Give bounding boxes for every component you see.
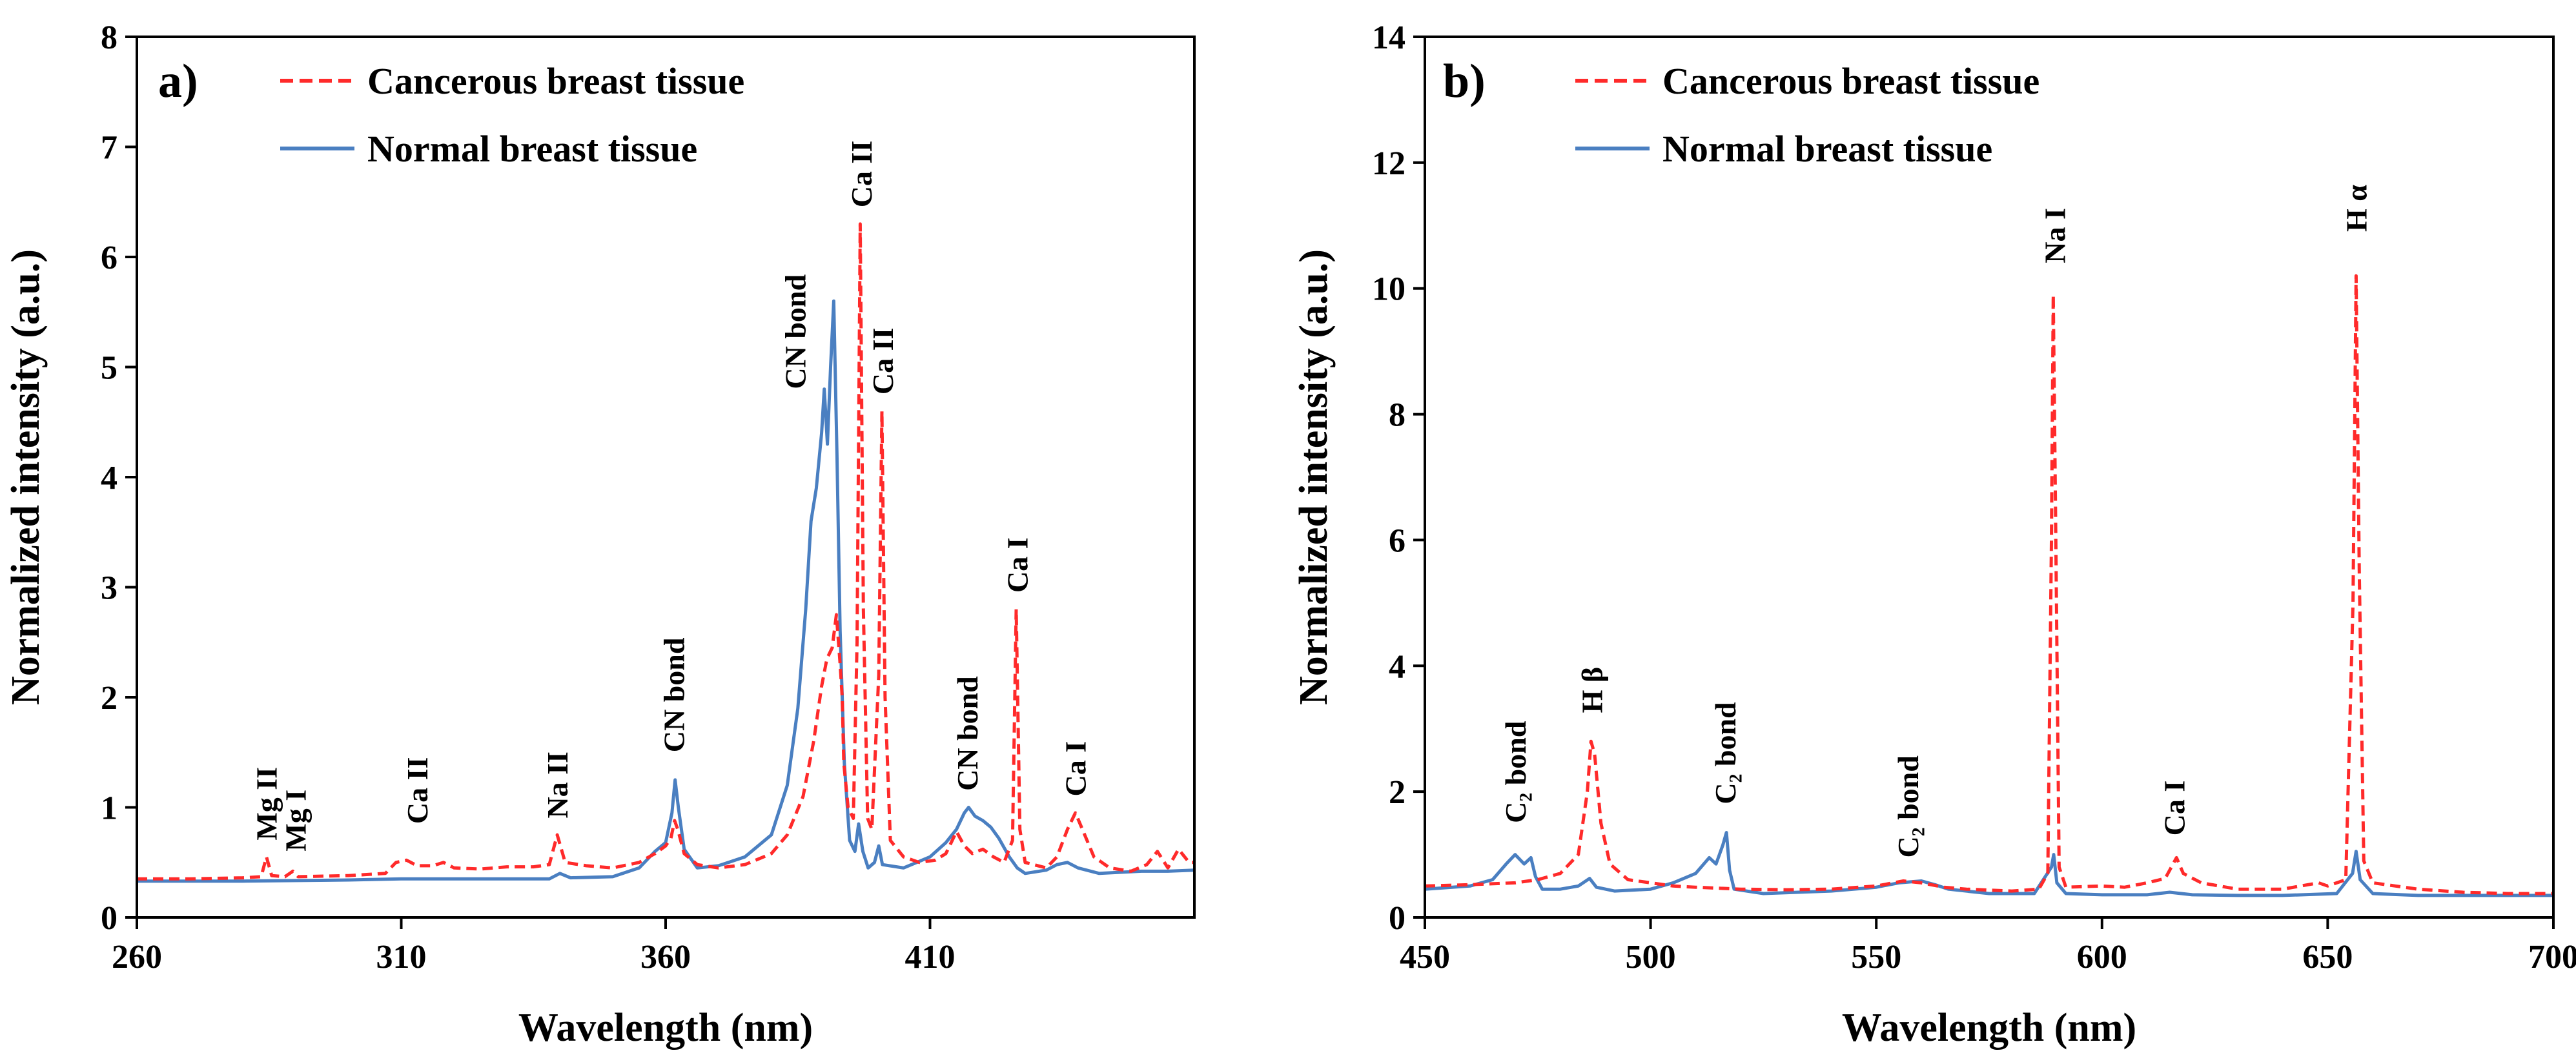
x-tick-label: 650 <box>2302 939 2353 976</box>
y-tick-label: 14 <box>1372 19 1406 56</box>
x-tick-label: 500 <box>1626 939 1676 976</box>
y-tick-label: 6 <box>101 240 118 276</box>
panel-label: b) <box>1443 55 1486 108</box>
peak-annotation: Mg I <box>280 790 312 852</box>
x-axis-title: Wavelength (nm) <box>518 1006 813 1050</box>
y-tick-label: 8 <box>101 19 118 56</box>
peak-annotation: Ca II <box>401 757 434 824</box>
y-axis-title: Normalized intensity (a.u.) <box>4 249 48 705</box>
y-tick-label: 0 <box>1389 900 1406 937</box>
panel-label: a) <box>158 55 198 108</box>
y-tick-label: 2 <box>1389 774 1406 811</box>
series-line-cancerous-breast-tissue <box>1425 274 2553 895</box>
peak-annotation: CN bond <box>657 637 690 752</box>
y-tick-label: 3 <box>101 570 118 607</box>
y-tick-label: 5 <box>101 350 118 387</box>
x-tick-label: 550 <box>1851 939 1901 976</box>
x-tick-label: 360 <box>640 939 691 976</box>
legend-label: Normal breast tissue <box>1662 128 1992 170</box>
legend-label: Cancerous breast tissue <box>1662 60 2039 102</box>
x-tick-label: 260 <box>112 939 162 976</box>
peak-annotation: Ca I <box>2158 781 2191 836</box>
peak-annotation: C₂ bond <box>1709 702 1742 804</box>
peak-annotation: H α <box>2340 185 2373 232</box>
x-tick-label: 410 <box>905 939 956 976</box>
y-tick-label: 7 <box>101 130 118 167</box>
x-tick-label: 700 <box>2528 939 2576 976</box>
y-tick-label: 6 <box>1389 522 1406 559</box>
y-tick-label: 0 <box>101 900 118 937</box>
panel-b: 450 500 550 600 650 700 0 2 4 6 8 10 12 14 Wavelength … <box>1292 19 2576 1050</box>
series-line-normal-breast-tissue <box>1425 831 2553 897</box>
peak-annotation: Ca I <box>1001 537 1034 593</box>
peak-annotation: Na I <box>2038 208 2071 263</box>
x-tick-label: 310 <box>376 939 427 976</box>
legend-label: Cancerous breast tissue <box>367 60 744 102</box>
peak-annotation: C₂ bond <box>1892 755 1925 858</box>
peak-annotation: C₂ bond <box>1499 721 1532 823</box>
series-line-cancerous-breast-tissue <box>137 222 1194 881</box>
peak-annotation: Mg II <box>250 767 283 841</box>
y-tick-label: 4 <box>101 460 118 496</box>
y-tick-label: 10 <box>1372 271 1406 308</box>
panel-a: 260 310 360 410 0 1 2 3 4 5 6 7 8 Wavelength (nm) Norm… <box>4 19 1196 1050</box>
peak-annotation: CN bond <box>779 274 812 389</box>
y-tick-label: 2 <box>101 680 118 717</box>
peak-annotation: CN bond <box>951 676 984 791</box>
y-tick-label: 8 <box>1389 397 1406 434</box>
x-tick-label: 450 <box>1400 939 1450 976</box>
plot-frame <box>1424 36 2555 919</box>
y-axis-title: Normalized intensity (a.u.) <box>1292 249 1336 705</box>
peak-annotation: Ca I <box>1059 741 1092 797</box>
y-tick-label: 4 <box>1389 648 1406 685</box>
peak-annotation: Ca II <box>866 328 899 395</box>
peak-annotation: Na II <box>541 752 574 819</box>
y-tick-label: 1 <box>101 790 118 827</box>
y-tick-label: 12 <box>1372 145 1406 182</box>
peak-annotation: H β <box>1576 667 1609 713</box>
x-tick-label: 600 <box>2077 939 2127 976</box>
x-axis-title: Wavelength (nm) <box>1842 1006 2136 1050</box>
peak-annotation: Ca II <box>845 141 878 208</box>
legend-label: Normal breast tissue <box>367 128 697 170</box>
series-line-normal-breast-tissue <box>137 299 1194 883</box>
